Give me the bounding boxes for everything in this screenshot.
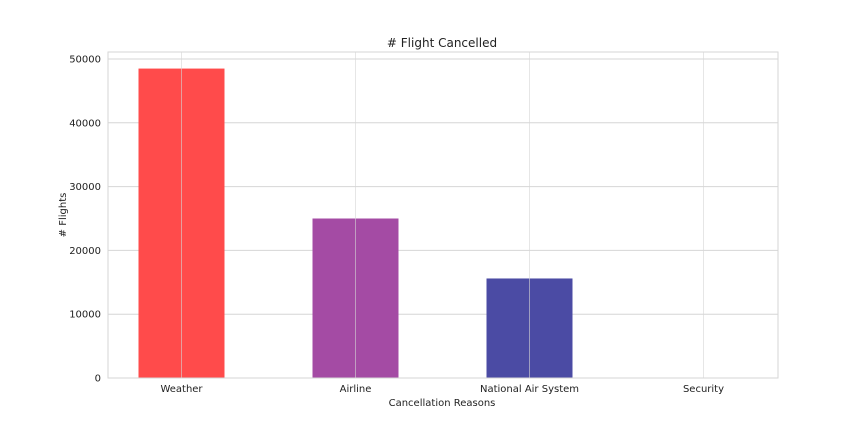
y-tick-label: 30000 (69, 182, 101, 193)
x-grid (181, 52, 704, 378)
x-axis-label: Cancellation Reasons (389, 398, 496, 409)
y-tick-label: 0 (95, 374, 101, 385)
bars (138, 68, 747, 378)
x-tick-label: Airline (340, 384, 372, 395)
plot-frame (107, 51, 779, 379)
x-tick-label: National Air System (480, 384, 579, 395)
y-tick-label: 50000 (69, 55, 101, 66)
chart-title: # Flight Cancelled (387, 36, 497, 50)
y-tick-label: 10000 (69, 310, 101, 321)
x-tick-labels: Weather Airline National Air System Securit… (160, 384, 724, 395)
x-tick-label: Weather (160, 384, 203, 395)
x-tick-label: Security (683, 384, 724, 395)
y-tick-label: 20000 (69, 246, 101, 257)
y-tick-labels: 0 10000 20000 30000 40000 50000 (69, 55, 101, 385)
y-tick-label: 40000 (69, 118, 101, 129)
y-axis-label: # Flights (58, 193, 69, 238)
